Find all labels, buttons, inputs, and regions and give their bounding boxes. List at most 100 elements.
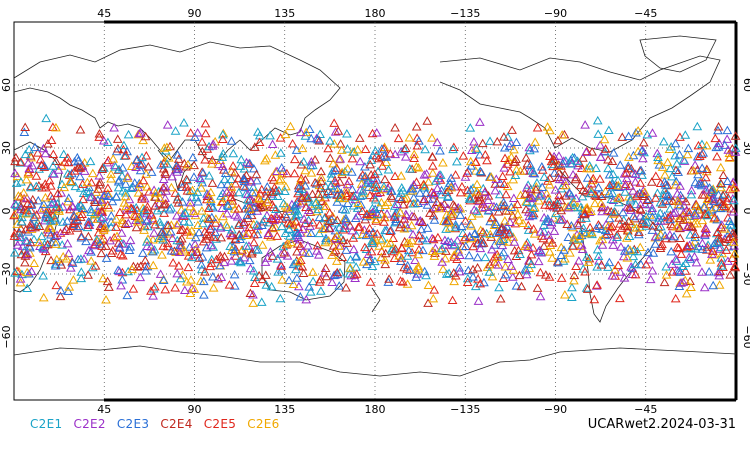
occultation-marker: [522, 197, 532, 206]
occultation-marker: [38, 203, 49, 213]
occultation-marker: [647, 225, 658, 234]
occultation-marker: [612, 230, 623, 239]
occultation-marker: [189, 172, 199, 181]
occultation-marker: [228, 161, 238, 170]
occultation-marker: [399, 236, 410, 246]
occultation-marker: [377, 161, 388, 170]
occultation-marker: [275, 148, 286, 157]
occultation-marker: [242, 210, 253, 219]
occultation-marker: [475, 166, 486, 176]
occultation-marker: [345, 263, 356, 272]
occultation-marker: [350, 213, 361, 223]
occultation-marker: [150, 219, 161, 229]
occultation-marker: [355, 185, 366, 194]
occultation-marker: [261, 280, 272, 289]
occultation-marker: [207, 155, 218, 164]
occultation-marker: [58, 149, 69, 159]
occultation-marker: [461, 241, 471, 251]
occultation-marker: [377, 144, 387, 153]
occultation-marker: [719, 189, 730, 198]
occultation-marker: [298, 156, 309, 166]
occultation-marker: [280, 186, 290, 196]
occultation-marker: [372, 229, 383, 238]
occultation-marker: [15, 192, 26, 201]
occultation-marker: [77, 209, 87, 219]
occultation-marker: [64, 226, 75, 235]
legend-item: C2E6: [247, 417, 280, 431]
occultation-marker: [613, 193, 623, 202]
occultation-marker: [417, 217, 428, 227]
occultation-marker: [512, 199, 523, 209]
occultation-marker: [487, 271, 498, 281]
occultation-marker: [427, 161, 438, 170]
occultation-marker: [45, 216, 56, 225]
occultation-marker: [224, 280, 235, 289]
occultation-marker: [675, 267, 686, 276]
occultation-marker: [314, 228, 325, 238]
occultation-marker: [159, 143, 170, 152]
occultation-marker: [455, 187, 466, 197]
occultation-marker: [339, 193, 350, 203]
occultation-marker: [20, 257, 30, 267]
occultation-marker: [707, 185, 718, 194]
occultation-marker: [108, 154, 119, 163]
occultation-marker: [84, 192, 95, 202]
occultation-marker: [33, 195, 44, 205]
occultation-marker: [86, 192, 97, 201]
occultation-marker: [48, 197, 59, 207]
occultation-marker: [501, 189, 511, 199]
occultation-marker: [46, 255, 56, 265]
occultation-marker: [361, 230, 372, 240]
occultation-marker: [674, 149, 685, 159]
occultation-marker: [253, 245, 263, 254]
occultation-marker: [154, 217, 165, 226]
occultation-marker: [586, 186, 597, 196]
occultation-marker: [45, 181, 56, 190]
occultation-marker: [435, 170, 446, 179]
occultation-marker: [90, 208, 100, 218]
occultation-marker: [187, 152, 198, 162]
occultation-marker: [12, 219, 23, 228]
occultation-marker: [596, 198, 606, 208]
occultation-marker: [59, 182, 70, 192]
occultation-marker: [198, 236, 209, 246]
occultation-marker: [723, 234, 733, 244]
occultation-marker: [51, 254, 62, 264]
occultation-marker: [427, 233, 437, 243]
occultation-marker: [398, 199, 409, 209]
occultation-marker: [282, 202, 293, 212]
occultation-marker: [179, 216, 189, 226]
occultation-marker: [118, 186, 128, 195]
occultation-marker: [120, 191, 131, 201]
occultation-marker: [342, 144, 353, 153]
occultation-marker: [723, 193, 734, 202]
occultation-marker: [659, 211, 670, 220]
occultation-marker: [634, 227, 644, 236]
occultation-marker: [581, 252, 592, 261]
occultation-marker: [590, 190, 600, 199]
occultation-marker: [437, 257, 448, 266]
occultation-marker: [587, 229, 597, 239]
occultation-marker: [675, 213, 685, 223]
occultation-marker: [600, 186, 611, 196]
occultation-marker: [499, 216, 510, 225]
occultation-marker: [380, 174, 390, 184]
occultation-marker: [262, 197, 273, 207]
occultation-marker: [245, 288, 256, 298]
occultation-marker: [497, 171, 508, 181]
occultation-marker: [718, 170, 729, 179]
occultation-marker: [379, 212, 390, 222]
occultation-marker: [158, 275, 169, 285]
occultation-marker: [200, 118, 211, 128]
occultation-marker: [293, 188, 303, 198]
occultation-marker: [351, 262, 361, 271]
occultation-marker: [584, 161, 595, 170]
occultation-marker: [259, 214, 270, 224]
occultation-marker: [531, 184, 541, 194]
occultation-marker: [241, 230, 251, 240]
occultation-marker: [553, 160, 564, 169]
occultation-marker: [704, 266, 714, 276]
occultation-marker: [248, 265, 259, 275]
occultation-marker: [314, 220, 325, 229]
occultation-marker: [126, 161, 137, 171]
